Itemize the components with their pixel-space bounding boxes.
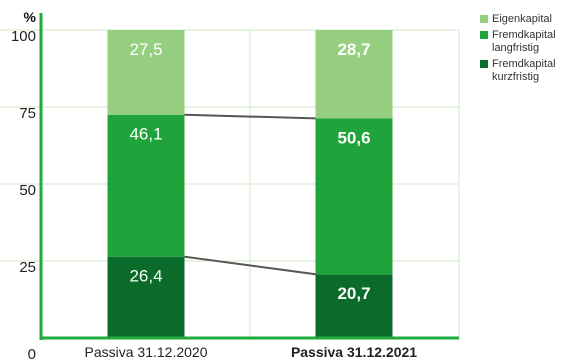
data-label-1-1: 50,6 [337, 128, 370, 147]
bar-2-1 [315, 30, 393, 119]
x-tick-label-0: Passiva 31.12.2020 [85, 344, 208, 360]
bar-0-0 [107, 256, 185, 338]
y-unit-label: % [24, 9, 37, 25]
y-tick-label-75: 75 [19, 105, 36, 122]
legend-item-fremdkapital-kurzfristig: Fremdkapital kurzfristig [480, 58, 561, 84]
connector-line-0 [184, 255, 316, 276]
legend-label-fremdkapital-kurzfristig: Fremdkapital kurzfristig [492, 58, 556, 83]
legend-item-fremdkapital-langfristig: Fremdkapital langfristig [480, 29, 561, 55]
y-tick-label-0: 0 [28, 346, 36, 361]
legend-swatch-fremdkapital-kurzfristig [480, 60, 488, 68]
bar-0-1 [315, 274, 393, 338]
data-label-2-1: 28,7 [337, 40, 370, 59]
legend: Eigenkapital Fremdkapital langfristig Fr… [480, 13, 561, 87]
connector-line-1 [184, 113, 316, 120]
y-tick-label-50: 50 [19, 182, 36, 199]
legend-label-fremdkapital-langfristig: Fremdkapital langfristig [492, 29, 556, 54]
legend-swatch-eigenkapital [480, 15, 488, 23]
data-label-1-0: 46,1 [129, 125, 162, 144]
legend-item-eigenkapital: Eigenkapital [480, 13, 561, 26]
y-tick-label-25: 25 [19, 259, 36, 276]
x-tick-label-1: Passiva 31.12.2021 [291, 344, 417, 360]
y-tick-label-100: 100 [11, 28, 36, 45]
bar-1-0 [107, 114, 185, 257]
legend-label-eigenkapital: Eigenkapital [492, 13, 552, 25]
bar-2-0 [107, 30, 185, 115]
data-label-2-0: 27,5 [129, 40, 162, 59]
data-label-0-0: 26,4 [129, 267, 162, 286]
bar-1-1 [315, 118, 393, 275]
data-label-0-1: 20,7 [337, 284, 370, 303]
legend-swatch-fremdkapital-langfristig [480, 31, 488, 39]
